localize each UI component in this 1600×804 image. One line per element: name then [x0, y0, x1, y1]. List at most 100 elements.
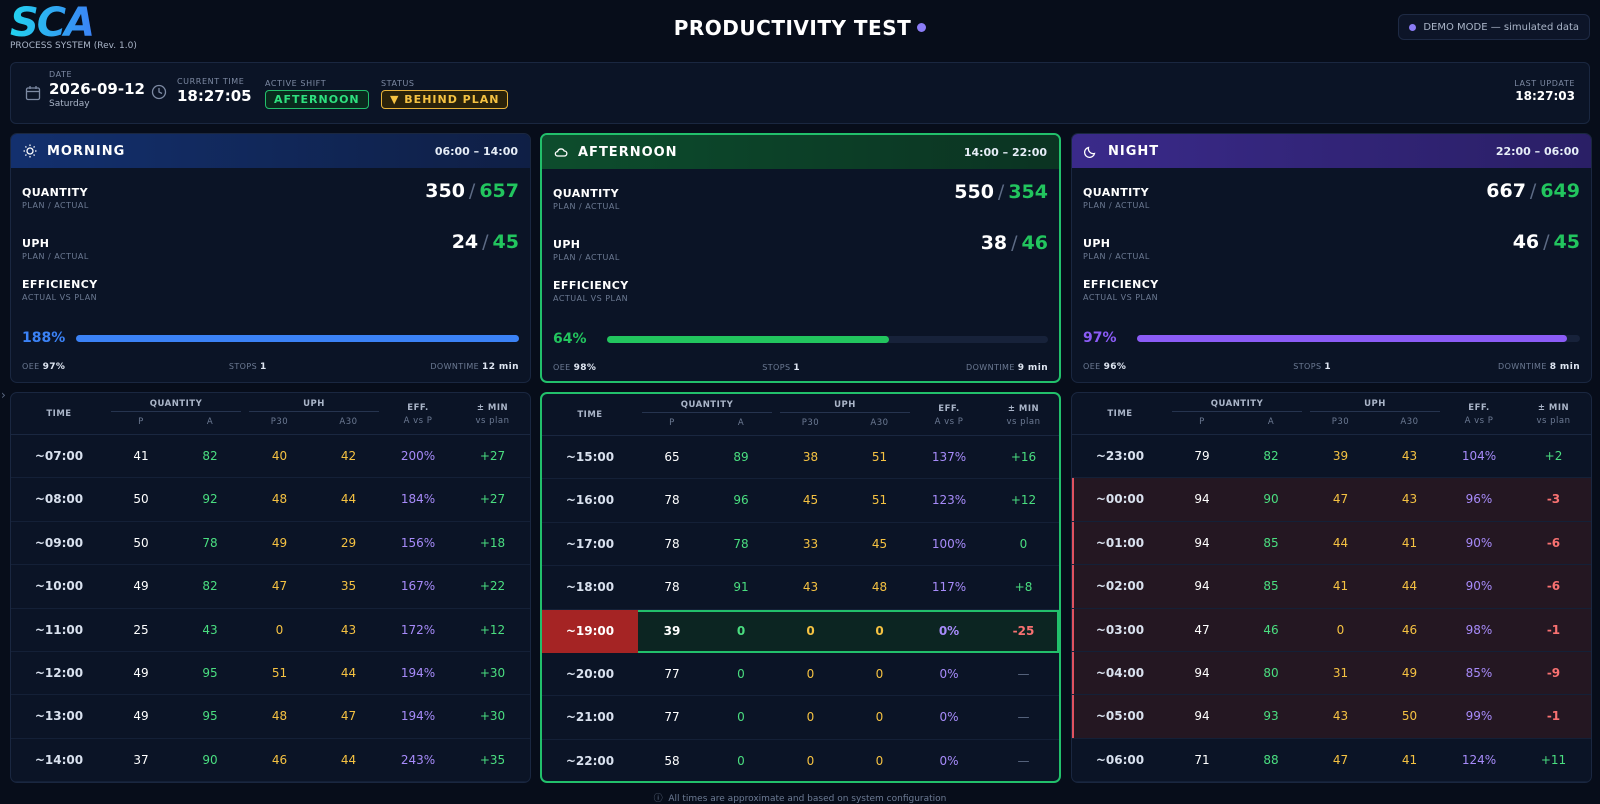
uph-metric: UPH PLAN / ACTUAL 38/46: [553, 232, 1048, 278]
row-p30: 40: [271, 449, 288, 463]
row-plan: 50: [133, 535, 149, 550]
shift-hours: 22:00 – 06:00: [1495, 144, 1579, 158]
table-row: ~10:00 49 82 47 35 167% +22: [11, 565, 530, 609]
quantity-plan: 550: [954, 181, 994, 203]
table-header: TIME QUANTITY UPH P A P30 A30 EFF. A vs P ± MIN vs…: [1072, 393, 1591, 435]
row-plan: 49: [133, 666, 149, 680]
efficiency-bar-fill: [76, 334, 519, 342]
time-label: CURRENT TIME: [177, 77, 245, 86]
row-efficiency: 137%: [931, 450, 967, 464]
row-efficiency: 90%: [1465, 579, 1493, 594]
row-time: ~22:00: [565, 753, 615, 768]
table-header: TIME QUANTITY UPH P A P30 A30 EFF. A vs P ± MIN vs…: [542, 394, 1059, 436]
uph-label: UPH: [22, 237, 50, 250]
row-plan: 94: [1194, 535, 1210, 550]
row-efficiency: 104%: [1461, 449, 1497, 463]
row-p30: 47: [1332, 752, 1349, 767]
shift-stats: OEE 97% STOPS 1 DOWNTIME 12 min: [22, 362, 519, 372]
time-value: 18:27:05: [177, 87, 252, 105]
row-actual: 93: [1263, 709, 1279, 724]
page-title: PRODUCTIVITY TEST: [0, 16, 1600, 40]
row-p30: 39: [1332, 449, 1349, 463]
row-actual: 82: [1263, 449, 1279, 463]
table-row: ~14:00 37 90 46 44 243% +35: [11, 739, 530, 782]
row-plan: 50: [133, 492, 149, 507]
row-time: ~20:00: [565, 667, 615, 681]
row-actual: 0: [737, 710, 745, 725]
row-actual: 95: [202, 709, 218, 724]
table-row: ~23:00 79 82 39 43 104% +2: [1072, 435, 1591, 479]
hourly-table-morning: TIME QUANTITY UPH P A P30 A30 EFF. A vs P ± MIN vs…: [10, 392, 531, 783]
shift-card-header: MORNING 06:00 – 14:00: [11, 134, 530, 168]
row-time: ~14:00: [34, 752, 84, 767]
row-time: ~06:00: [1095, 752, 1145, 767]
row-actual: 88: [1263, 752, 1279, 767]
row-a30: 43: [340, 622, 357, 637]
th-a30: A30: [1400, 417, 1419, 427]
row-plan: 94: [1194, 709, 1210, 724]
sun-icon: [23, 144, 37, 158]
quantity-value: 350/657: [425, 180, 519, 202]
quantity-sublabel: PLAN / ACTUAL: [553, 202, 620, 211]
row-a30: 44: [340, 752, 357, 767]
th-p: P: [1199, 417, 1205, 427]
th-eff: EFF.: [1468, 403, 1490, 413]
efficiency-metric: EFFICIENCY ACTUAL VS PLAN: [22, 278, 519, 318]
time-group: CURRENT TIME 18:27:05: [177, 77, 252, 139]
downtime-stat: DOWNTIME 9 min: [966, 363, 1048, 373]
clock-icon: [151, 84, 167, 100]
table-row: ~16:00 78 96 45 51 123% +12: [542, 479, 1059, 523]
row-p30: 33: [802, 536, 819, 551]
row-actual: 82: [202, 449, 218, 463]
table-row: ~18:00 78 91 43 48 117% +8: [542, 566, 1059, 610]
row-min-delta: -6: [1546, 535, 1561, 550]
shift-card-header: NIGHT 22:00 – 06:00: [1072, 134, 1591, 168]
row-time: ~15:00: [565, 450, 615, 464]
row-plan: 39: [663, 623, 681, 638]
footnote-text: All times are approximate and based on s…: [668, 794, 947, 804]
row-min-delta: -25: [1012, 623, 1035, 638]
row-plan: 71: [1194, 752, 1210, 767]
th-a30: A30: [870, 418, 889, 428]
row-p30: 0: [1336, 622, 1345, 637]
uph-label: UPH: [1083, 237, 1111, 250]
row-actual: 78: [733, 536, 749, 551]
th-min-sub: vs plan: [1006, 417, 1041, 427]
quantity-value: 667/649: [1486, 180, 1580, 202]
row-a30: 41: [1401, 752, 1418, 767]
uph-metric: UPH PLAN / ACTUAL 46/45: [1083, 231, 1580, 277]
row-efficiency: 184%: [400, 492, 436, 507]
row-actual: 0: [737, 667, 745, 681]
row-efficiency: 0%: [938, 623, 960, 638]
row-min-delta: +8: [1014, 580, 1033, 595]
quantity-metric: QUANTITY PLAN / ACTUAL 550/354: [553, 181, 1048, 227]
shift-stats: OEE 96% STOPS 1 DOWNTIME 8 min: [1083, 362, 1580, 372]
quantity-actual: 657: [479, 180, 519, 202]
row-p30: 31: [1332, 666, 1349, 680]
quantity-label: QUANTITY: [22, 186, 88, 199]
shift-stats: OEE 98% STOPS 1 DOWNTIME 9 min: [553, 363, 1048, 373]
separator: /: [1529, 180, 1537, 202]
quantity-value: 550/354: [954, 181, 1048, 203]
row-a30: 47: [340, 709, 357, 724]
row-actual: 89: [733, 450, 749, 464]
date-label: DATE: [49, 70, 73, 79]
th-a: A: [1267, 417, 1275, 427]
row-actual: 46: [1263, 622, 1279, 637]
row-efficiency: 194%: [400, 666, 436, 680]
th-a30: A30: [339, 417, 358, 427]
status-badge: ▼ BEHIND PLAN: [381, 90, 509, 109]
th-uph: UPH: [1310, 399, 1440, 412]
row-time: ~00:00: [1095, 492, 1145, 507]
row-efficiency: 99%: [1465, 709, 1493, 724]
svg-text:SCA: SCA: [10, 2, 93, 40]
separator: /: [482, 231, 489, 253]
row-efficiency: 117%: [931, 580, 967, 595]
collapse-arrow-icon[interactable]: ›: [1, 388, 6, 402]
quantity-sublabel: PLAN / ACTUAL: [1083, 201, 1150, 210]
shift-name: AFTERNOON: [578, 144, 678, 160]
row-time: ~08:00: [34, 492, 84, 507]
oee-stat: OEE 98%: [553, 363, 597, 373]
shift-name: MORNING: [47, 143, 126, 159]
row-efficiency: 194%: [400, 709, 436, 724]
